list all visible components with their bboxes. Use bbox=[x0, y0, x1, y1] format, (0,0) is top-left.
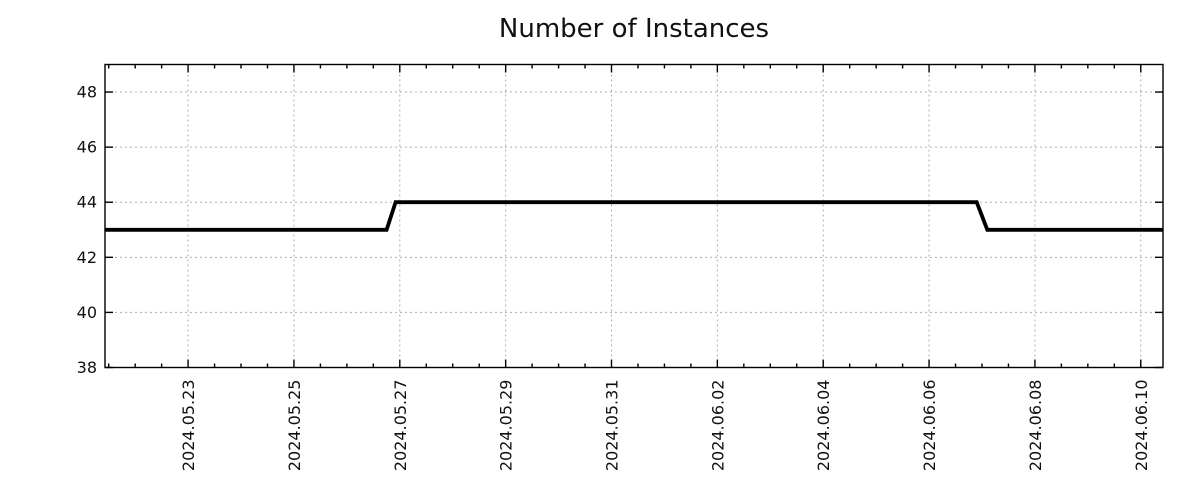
y-tick-label: 40 bbox=[77, 303, 97, 322]
x-tick-label: 2024.06.08 bbox=[1026, 380, 1045, 472]
x-tick-label: 2024.05.31 bbox=[603, 380, 622, 472]
y-tick-label: 38 bbox=[77, 358, 97, 377]
y-tick-label: 44 bbox=[77, 193, 97, 212]
x-tick-label: 2024.05.23 bbox=[179, 380, 198, 472]
x-tick-label: 2024.06.06 bbox=[920, 379, 939, 471]
chart-title: Number of Instances bbox=[498, 14, 770, 44]
plot-frame bbox=[104, 63, 1164, 369]
x-tick-label: 2024.05.29 bbox=[497, 380, 516, 472]
x-tick-label: 2024.05.25 bbox=[285, 380, 304, 472]
series-line bbox=[105, 200, 1163, 232]
y-tick-label: 46 bbox=[77, 138, 97, 157]
x-tick-label: 2024.06.04 bbox=[814, 380, 833, 472]
x-tick-label: 2024.06.02 bbox=[708, 380, 727, 472]
y-tick-label: 42 bbox=[77, 248, 97, 267]
y-tick-label: 48 bbox=[77, 83, 97, 102]
x-tick-label: 2024.05.27 bbox=[391, 380, 410, 472]
x-tick-label: 2024.06.10 bbox=[1132, 380, 1151, 472]
